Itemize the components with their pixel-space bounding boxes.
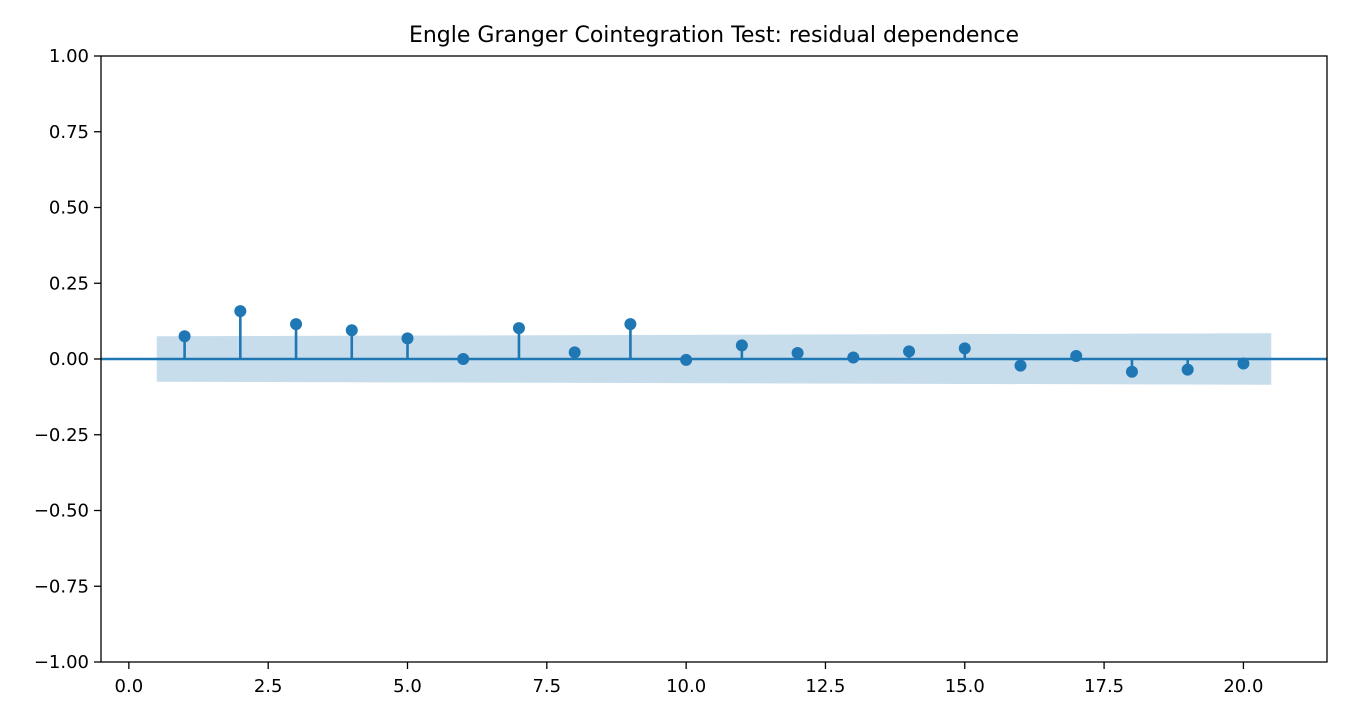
x-tick-label: 17.5 (1084, 676, 1124, 697)
data-point (234, 305, 247, 318)
y-tick-label: −0.25 (34, 425, 89, 446)
data-point (958, 342, 971, 355)
x-tick-label: 10.0 (666, 676, 706, 697)
x-axis-ticks: 0.0 2.5 5.0 7.5 10.0 12.5 15.0 17.5 20.0 (115, 662, 1263, 697)
data-point (178, 330, 191, 343)
y-tick-label: 0.75 (49, 122, 89, 143)
x-tick-label: 12.5 (805, 676, 845, 697)
y-tick-label: 0.50 (49, 198, 89, 219)
data-point (401, 332, 414, 345)
stem-layer (178, 305, 1250, 378)
data-point (1237, 357, 1250, 370)
data-point (345, 324, 358, 337)
data-point (568, 346, 581, 359)
x-tick-label: 5.0 (393, 676, 422, 697)
y-tick-label: −0.75 (34, 576, 89, 597)
y-tick-label: −0.50 (34, 501, 89, 522)
data-point (1181, 363, 1194, 376)
x-tick-label: 20.0 (1223, 676, 1263, 697)
x-tick-label: 0.0 (115, 676, 144, 697)
y-tick-label: 1.00 (49, 46, 89, 67)
x-tick-label: 7.5 (532, 676, 561, 697)
data-point (1125, 365, 1138, 378)
data-point (847, 351, 860, 364)
data-point (624, 318, 637, 331)
chart-title: Engle Granger Cointegration Test: residu… (409, 23, 1019, 48)
data-point (1014, 359, 1027, 372)
data-point (791, 346, 804, 359)
data-point (735, 339, 748, 352)
data-point (903, 345, 916, 358)
y-tick-label: 0.00 (49, 349, 89, 370)
y-axis-ticks: −1.00 −0.75 −0.50 −0.25 0.00 0.25 0.50 0.75 1.00 (34, 46, 101, 673)
x-tick-label: 2.5 (254, 676, 283, 697)
x-tick-label: 15.0 (945, 676, 985, 697)
data-point (290, 318, 303, 331)
data-point (512, 322, 525, 335)
y-tick-label: −1.00 (34, 652, 89, 673)
y-tick-label: 0.25 (49, 273, 89, 294)
